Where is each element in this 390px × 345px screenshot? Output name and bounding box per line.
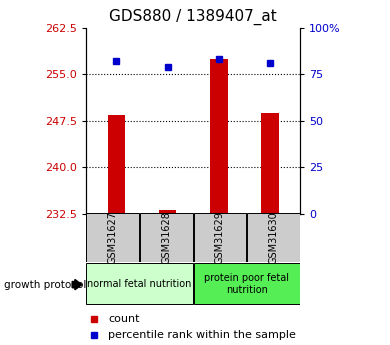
Bar — [86, 213, 139, 262]
Text: GSM31630: GSM31630 — [268, 211, 278, 264]
Bar — [86, 263, 193, 304]
Text: protein poor fetal
nutrition: protein poor fetal nutrition — [204, 273, 289, 295]
Text: count: count — [108, 314, 140, 324]
Bar — [108, 115, 125, 214]
Text: GSM31628: GSM31628 — [161, 211, 171, 264]
Bar — [261, 113, 278, 214]
Bar — [140, 213, 193, 262]
Title: GDS880 / 1389407_at: GDS880 / 1389407_at — [109, 9, 277, 25]
Bar — [193, 213, 246, 262]
Text: GSM31629: GSM31629 — [215, 211, 225, 264]
Bar — [193, 263, 300, 304]
Bar — [247, 213, 300, 262]
Bar — [159, 209, 176, 214]
Bar — [210, 59, 227, 214]
Text: growth protocol: growth protocol — [4, 280, 86, 289]
Text: normal fetal nutrition: normal fetal nutrition — [87, 279, 191, 289]
Text: GSM31627: GSM31627 — [108, 211, 118, 264]
Text: percentile rank within the sample: percentile rank within the sample — [108, 330, 296, 340]
